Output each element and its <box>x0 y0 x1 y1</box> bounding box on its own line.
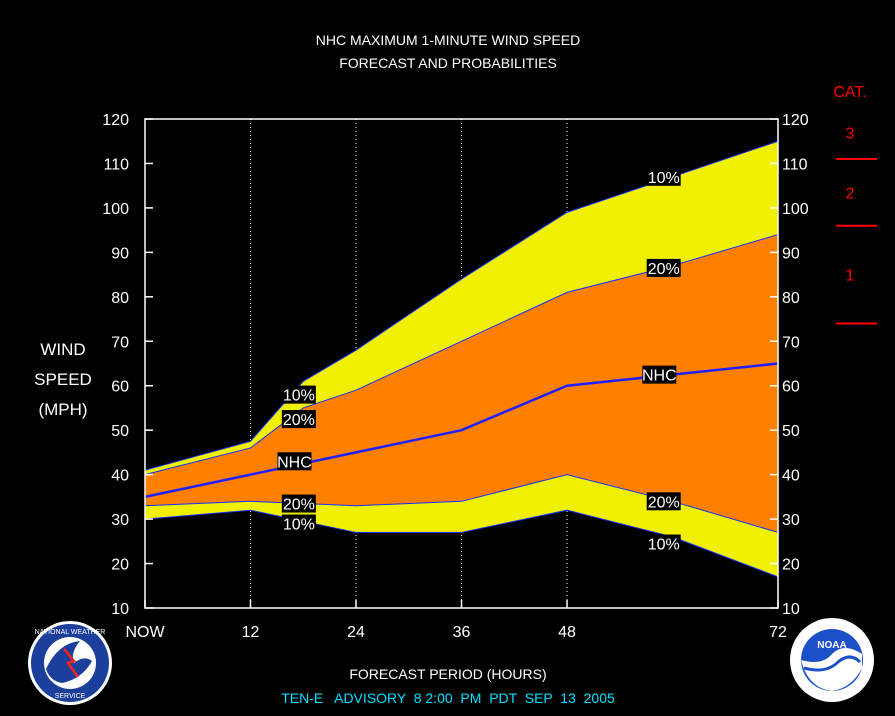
chart-title-line-1: NHC MAXIMUM 1-MINUTE WIND SPEED <box>316 32 580 48</box>
x-tick-label-48: 48 <box>558 624 576 641</box>
annotation-box-4 <box>281 514 316 533</box>
noaa-logo: NOAA <box>790 618 874 702</box>
annotation-box-7 <box>642 365 677 384</box>
x-tick-label-24: 24 <box>347 624 365 641</box>
annotation-label-0: 10% <box>283 388 315 405</box>
y-axis-label-line-1: WIND <box>40 340 85 359</box>
svg-text:SERVICE: SERVICE <box>55 693 86 700</box>
axes: 10 10 20 20 30 30 40 40 50 50 60 60 70 70 80 80 90 90 100 1… <box>102 112 809 641</box>
y-tick-label-right-120: 120 <box>782 112 809 129</box>
y-axis-label-line-3: (MPH) <box>38 400 87 419</box>
band-labels: 10% 20% NHC 20% 10% 10% 20% NHC 20% 10% <box>277 167 681 554</box>
annotation-box-3 <box>281 494 316 513</box>
y-tick-label-left-70: 70 <box>111 334 129 351</box>
annotation-label-2: NHC <box>277 454 312 471</box>
svg-text:NOAA: NOAA <box>817 640 846 651</box>
y-tick-label-right-90: 90 <box>782 245 800 262</box>
x-axis-label: FORECAST PERIOD (HOURS) <box>349 666 546 682</box>
annotation-label-3: 20% <box>283 497 315 514</box>
svg-text:NATIONAL WEATHER: NATIONAL WEATHER <box>35 629 106 636</box>
category-scale: CAT. 1 2 3 <box>833 84 877 325</box>
annotation-box-8 <box>646 492 681 511</box>
annotation-box-1 <box>281 410 316 429</box>
x-tick-label-NOW: NOW <box>125 624 165 641</box>
advisory-footer: TEN-E ADVISORY 8 2:00 PM PDT SEP 13 2005 <box>281 690 615 706</box>
y-tick-label-right-20: 20 <box>782 557 800 574</box>
x-tick-label-72: 72 <box>769 624 787 641</box>
nws-logo: NATIONAL WEATHER SERVICE <box>28 621 112 705</box>
annotation-label-4: 10% <box>283 517 315 534</box>
annotation-box-0 <box>281 385 316 404</box>
y-tick-label-left-110: 110 <box>103 156 129 173</box>
y-tick-label-left-30: 30 <box>111 512 129 529</box>
x-tick-label-12: 12 <box>242 624 260 641</box>
annotation-label-6: 20% <box>648 261 680 278</box>
annotation-box-2 <box>277 452 312 471</box>
y-tick-label-right-110: 110 <box>782 156 808 173</box>
category-label-1: 1 <box>846 268 855 285</box>
annotation-box-5 <box>646 167 681 186</box>
y-tick-label-left-60: 60 <box>111 379 129 396</box>
category-heading: CAT. <box>833 84 866 101</box>
line-lower10 <box>144 509 779 578</box>
y-tick-label-right-10: 10 <box>782 601 800 618</box>
annotation-box-9 <box>646 534 681 553</box>
y-tick-label-right-60: 60 <box>782 379 800 396</box>
y-tick-label-left-80: 80 <box>111 290 129 307</box>
annotation-label-5: 10% <box>648 170 680 187</box>
y-tick-label-right-100: 100 <box>782 201 809 218</box>
y-axis-label-line-2: SPEED <box>34 370 92 389</box>
y-tick-label-left-100: 100 <box>102 201 129 218</box>
chart-title-line-2: FORECAST AND PROBABILITIES <box>339 55 557 71</box>
annotation-label-8: 20% <box>648 494 680 511</box>
y-tick-label-left-50: 50 <box>111 423 129 440</box>
category-label-3: 3 <box>846 125 855 142</box>
y-tick-label-right-80: 80 <box>782 290 800 307</box>
y-tick-label-right-30: 30 <box>782 512 800 529</box>
y-tick-label-right-50: 50 <box>782 423 800 440</box>
annotation-box-6 <box>646 258 681 277</box>
y-tick-label-right-70: 70 <box>782 334 800 351</box>
y-tick-label-left-40: 40 <box>111 468 129 485</box>
category-label-2: 2 <box>846 185 855 202</box>
y-tick-label-left-90: 90 <box>111 245 129 262</box>
x-tick-label-36: 36 <box>453 624 471 641</box>
y-tick-label-left-120: 120 <box>102 112 129 129</box>
annotation-label-9: 10% <box>648 537 680 554</box>
y-tick-label-left-20: 20 <box>111 557 129 574</box>
annotation-label-7: NHC <box>642 368 677 385</box>
annotation-label-1: 20% <box>283 412 315 429</box>
y-tick-label-right-40: 40 <box>782 468 800 485</box>
y-tick-label-left-10: 10 <box>111 601 129 618</box>
